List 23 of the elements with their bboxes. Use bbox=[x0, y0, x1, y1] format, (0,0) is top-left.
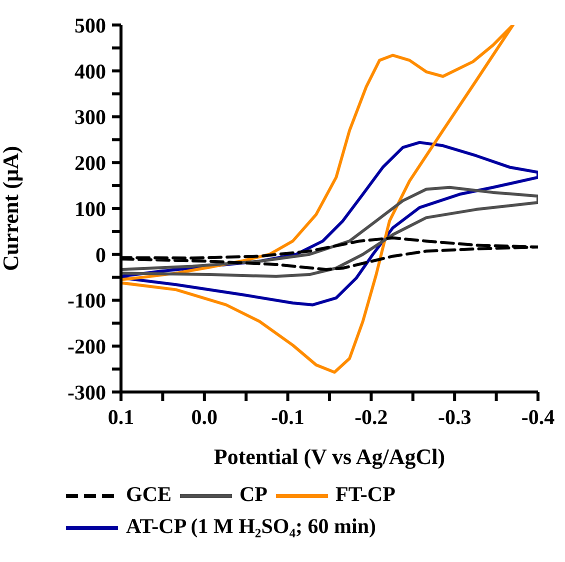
line-series bbox=[121, 25, 514, 374]
x-tick-label: -0.1 bbox=[271, 404, 304, 429]
y-tick-label: -300 bbox=[68, 380, 106, 404]
x-tick-label: 0.0 bbox=[191, 404, 218, 429]
legend-label: CP bbox=[240, 482, 268, 506]
legend-label: AT-CP (1 M H₂SO₄; 60 min) bbox=[126, 514, 376, 538]
y-tick-label: -200 bbox=[68, 334, 106, 359]
x-tick-label: -0.2 bbox=[354, 404, 388, 429]
legend-label: GCE bbox=[126, 482, 172, 506]
y-tick-label: 400 bbox=[74, 59, 106, 84]
legend-label: FT-CP bbox=[336, 482, 396, 506]
y-tick-label: 300 bbox=[74, 105, 106, 130]
y-tick-label: 0 bbox=[96, 242, 106, 267]
line-series bbox=[121, 186, 538, 278]
y-tick-label: -100 bbox=[68, 288, 106, 313]
x-tick-label: -0.4 bbox=[521, 404, 556, 429]
x-tick-label: 0.1 bbox=[108, 404, 134, 429]
y-tick-label: 500 bbox=[74, 13, 106, 38]
y-axis-title: Current (μA) bbox=[0, 146, 23, 272]
x-tick-label: -0.3 bbox=[438, 404, 472, 429]
y-tick-label: 200 bbox=[74, 151, 106, 176]
y-tick-label: 100 bbox=[74, 196, 106, 221]
x-axis-title: Potential (V vs Ag/AgCl) bbox=[214, 444, 446, 469]
